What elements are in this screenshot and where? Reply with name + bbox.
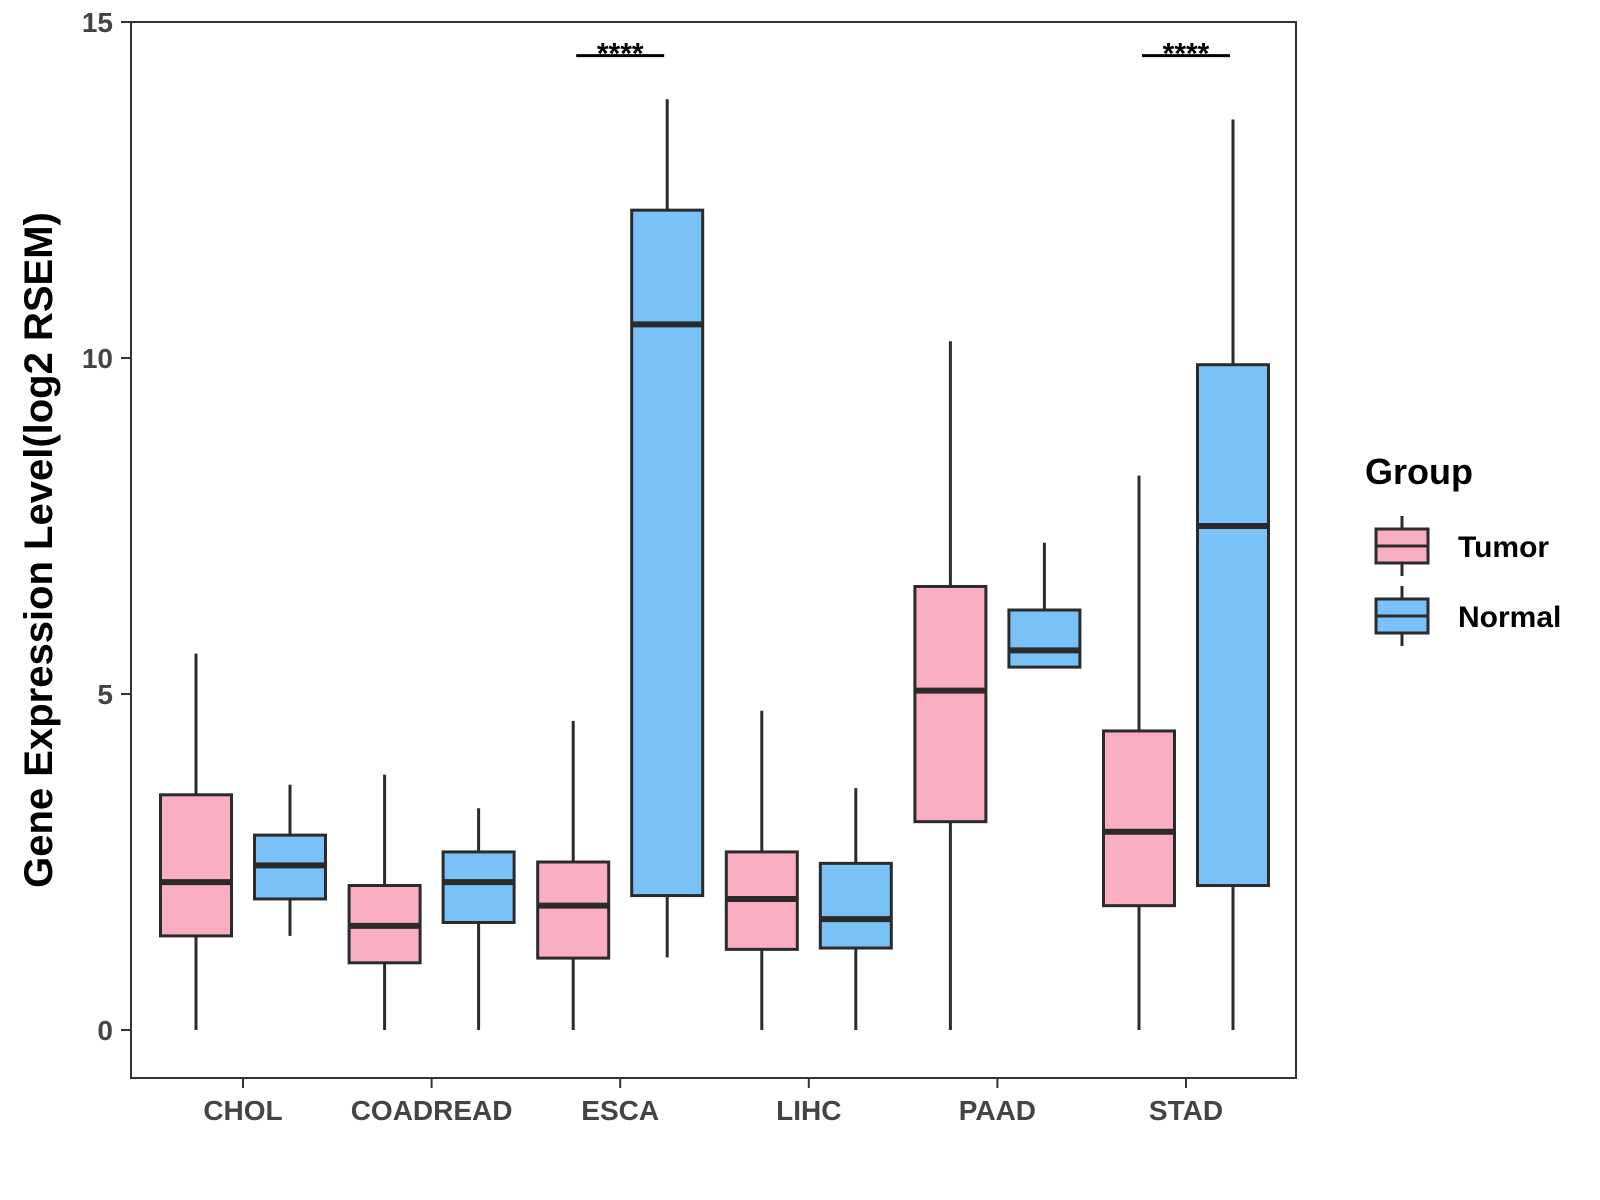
y-tick-label: 15: [82, 7, 113, 38]
y-tick-label: 5: [97, 679, 113, 710]
box-normal-esca: [630, 99, 705, 958]
box-normal-stad: [1196, 119, 1270, 1030]
box-iqr: [913, 584, 988, 824]
box-tumor-coadread: [347, 774, 422, 1030]
x-tick-label: LIHC: [776, 1095, 841, 1126]
box-iqr: [1196, 363, 1270, 888]
legend: Group Tumor Normal: [1365, 451, 1561, 646]
box-tumor-esca: [536, 720, 611, 1030]
legend-entry-normal: Normal: [1374, 586, 1561, 646]
x-tick-label: CHOL: [203, 1095, 282, 1126]
box-tumor-chol: [159, 653, 233, 1030]
box-normal-paad: [1007, 542, 1082, 669]
box-normal-chol: [253, 784, 327, 936]
legend-title: Group: [1365, 451, 1473, 492]
significance-annotations: **** ****: [576, 38, 1230, 71]
box-iqr: [536, 860, 611, 960]
box-normal-coadread: [441, 808, 516, 1030]
legend-entry-tumor: Tumor: [1374, 516, 1549, 576]
box-iqr: [159, 793, 233, 938]
box-iqr: [1102, 729, 1176, 908]
x-tick-label: ESCA: [581, 1095, 659, 1126]
box-normal-lihc: [818, 788, 893, 1030]
significance-label: ****: [597, 38, 644, 71]
significance-label: ****: [1163, 38, 1210, 71]
y-axis-label: Gene Expression Level(log2 RSEM): [17, 212, 61, 888]
box-tumor-paad: [913, 341, 988, 1030]
box-tumor-lihc: [724, 710, 799, 1030]
y-tick-label: 0: [97, 1015, 113, 1046]
panel-border: [130, 21, 1297, 1079]
x-axis: CHOL COADREAD ESCA LIHC PAAD STAD: [203, 1078, 1223, 1126]
box-iqr: [818, 861, 893, 950]
x-tick-label: PAAD: [959, 1095, 1036, 1126]
x-tick-label: COADREAD: [351, 1095, 513, 1126]
box-iqr: [441, 850, 516, 924]
box-series: [159, 99, 1270, 1030]
box-tumor-stad: [1102, 475, 1176, 1030]
y-axis: 0 5 10 15: [82, 7, 131, 1046]
box-iqr: [1007, 608, 1082, 669]
legend-label: Normal: [1458, 601, 1561, 634]
box-iqr: [630, 208, 705, 898]
y-tick-label: 10: [82, 343, 113, 374]
legend-label: Tumor: [1458, 531, 1549, 564]
x-tick-label: STAD: [1149, 1095, 1223, 1126]
